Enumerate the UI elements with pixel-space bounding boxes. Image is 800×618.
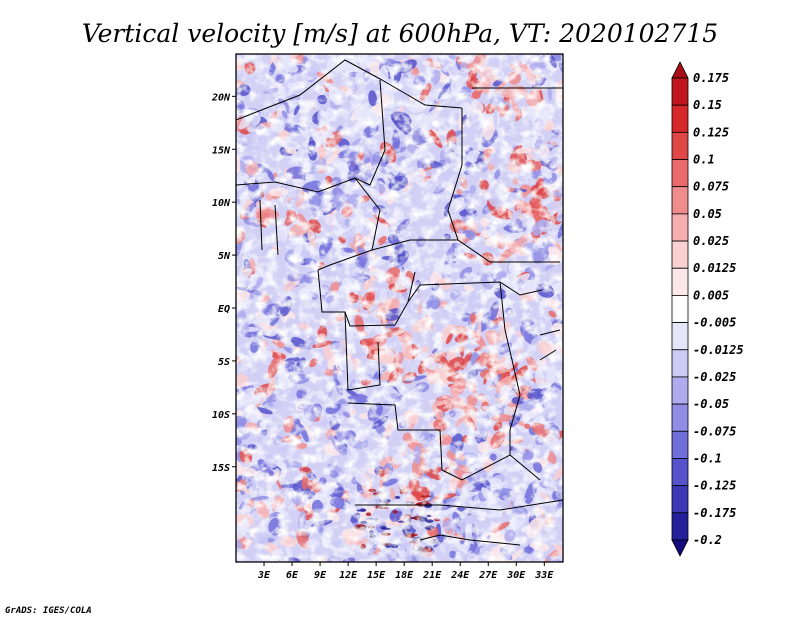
velocity-field — [236, 54, 563, 562]
colorbar-label: 0.1 — [693, 153, 715, 167]
colorbar-label: -0.025 — [693, 370, 736, 384]
colorbar-bin — [671, 512, 689, 541]
colorbar-bin — [671, 430, 689, 459]
country-borders — [236, 59, 563, 546]
colorbar-label: 0.15 — [693, 98, 722, 112]
colorbar-label: -0.125 — [693, 479, 736, 493]
colorbar-label: 0.05 — [693, 207, 722, 221]
plot-area — [236, 54, 563, 562]
x-tick-label: 12E — [339, 570, 358, 581]
colorbar-bin — [671, 61, 689, 79]
x-tick-label: 30E — [506, 570, 526, 581]
colorbar-bin — [671, 539, 689, 557]
x-tick-label: 3E — [257, 570, 271, 581]
x-tick-label: 33E — [534, 570, 554, 581]
colorbar-bin — [671, 295, 689, 323]
x-tick-label: 27E — [478, 570, 498, 581]
colorbar-bin — [671, 186, 689, 215]
colorbar-label: -0.005 — [693, 316, 736, 330]
y-tick-label: 5S — [218, 357, 230, 368]
colorbar-bin — [671, 267, 689, 296]
y-tick-label: 20N — [211, 92, 231, 103]
colorbar-label: 0.175 — [693, 71, 729, 85]
y-tick-label: 15S — [212, 463, 230, 474]
colorbar: 0.175 0.15 0.125 0.1 0.075 0.05 0.025 0.0125 0.0… — [671, 61, 744, 557]
colorbar-bin — [671, 458, 689, 487]
x-tick-label: 18E — [395, 570, 414, 581]
y-axis: 20N 15N 10N 5N EQ 5S 10S 15S — [211, 92, 236, 474]
y-tick-label: EQ — [218, 304, 230, 315]
colorbar-bin — [671, 159, 689, 188]
x-axis: 3E 6E 9E 12E 15E 18E 21E 24E 27E 30E 33E — [257, 562, 554, 581]
x-tick-label: 6E — [286, 570, 299, 581]
colorbar-label: -0.075 — [693, 424, 736, 438]
colorbar-bin — [671, 213, 689, 242]
colorbar-label: -0.175 — [693, 506, 736, 520]
colorbar-bin — [671, 77, 689, 106]
credit-label: GrADS: IGES/COLA — [5, 606, 92, 616]
x-tick-label: 24E — [450, 570, 470, 581]
colorbar-bin — [671, 131, 689, 160]
colorbar-label: 0.125 — [693, 125, 729, 139]
x-tick-label: 15E — [367, 570, 386, 581]
y-tick-label: 10S — [212, 410, 230, 421]
colorbar-label: 0.005 — [693, 288, 729, 302]
colorbar-label: 0.075 — [693, 180, 729, 194]
colorbar-label: -0.0125 — [693, 343, 744, 357]
x-tick-label: 9E — [314, 570, 327, 581]
colorbar-bin — [671, 349, 689, 378]
colorbar-label: -0.1 — [693, 451, 722, 465]
chart-title: Vertical velocity [m/s] at 600hPa, VT: 2… — [82, 19, 718, 48]
colorbar-bin — [671, 322, 689, 351]
colorbar-bin — [671, 403, 689, 432]
y-tick-label: 15N — [212, 145, 231, 156]
colorbar-bin — [671, 104, 689, 133]
colorbar-bin — [671, 240, 689, 269]
colorbar-bin — [671, 376, 689, 405]
y-tick-label: 5N — [218, 251, 231, 262]
x-tick-label: 21E — [422, 570, 442, 581]
colorbar-label: -0.2 — [693, 533, 722, 547]
colorbar-bin — [671, 485, 689, 514]
colorbar-label: -0.05 — [693, 397, 729, 411]
colorbar-label: 0.0125 — [693, 261, 736, 275]
colorbar-label: 0.025 — [693, 234, 729, 248]
y-tick-label: 10N — [212, 198, 231, 209]
